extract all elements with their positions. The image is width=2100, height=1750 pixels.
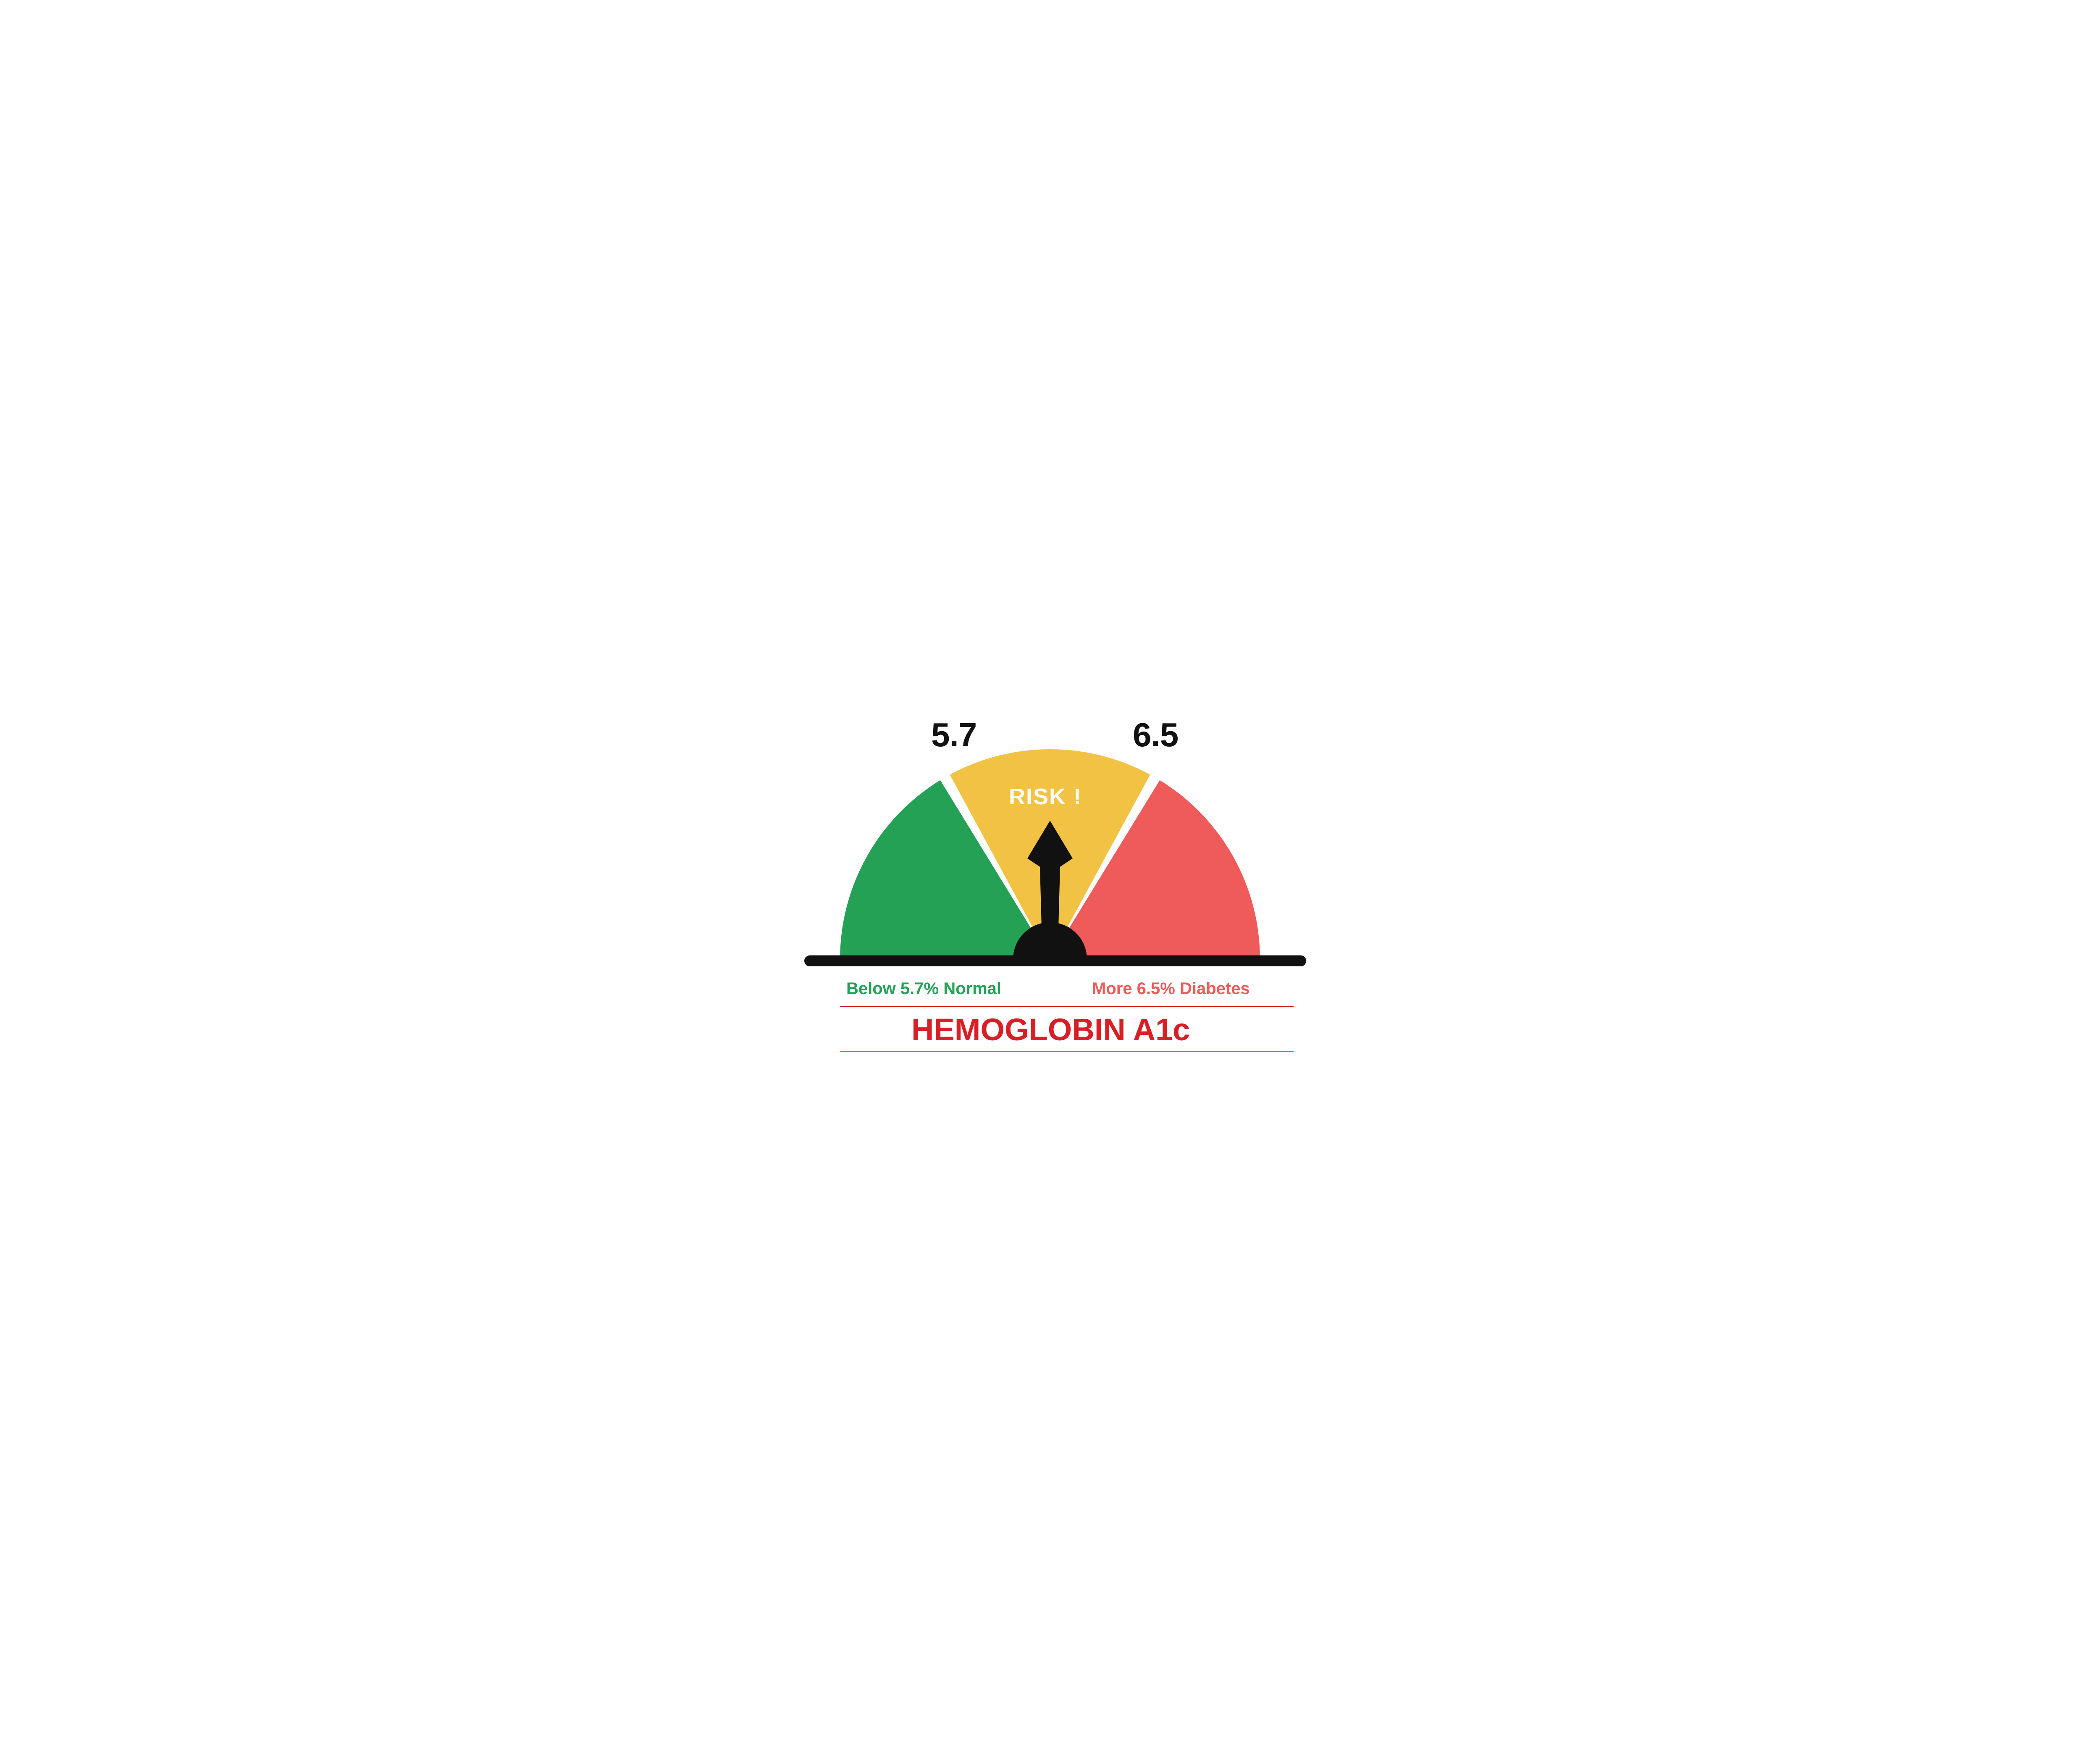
title-rule-bottom — [840, 1051, 1294, 1052]
legend-normal: Below 5.7% Normal — [846, 979, 1001, 998]
gauge-svg — [760, 682, 1340, 1068]
threshold-left-label: 5.7 — [931, 716, 976, 754]
hba1c-gauge-infographic: 5.7 6.5 RISK ! Below 5.7% Normal More 6.… — [760, 682, 1340, 1068]
title-text: HEMOGLOBIN A1c — [911, 1012, 1190, 1047]
risk-label: RISK ! — [1009, 784, 1082, 810]
threshold-right-label: 6.5 — [1133, 716, 1178, 754]
title-rule-top — [840, 1006, 1294, 1007]
legend-diabetes: More 6.5% Diabetes — [1092, 979, 1250, 998]
